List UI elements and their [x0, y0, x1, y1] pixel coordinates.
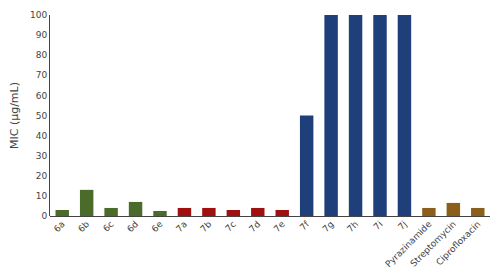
svg-text:7g: 7g: [321, 219, 336, 234]
svg-text:80: 80: [36, 50, 48, 60]
svg-text:7j: 7j: [396, 219, 409, 232]
svg-text:MIC (μg/mL): MIC (μg/mL): [8, 82, 21, 149]
svg-text:7d: 7d: [247, 219, 262, 234]
svg-text:10: 10: [36, 191, 48, 201]
svg-text:60: 60: [36, 91, 48, 101]
svg-text:7i: 7i: [372, 219, 385, 232]
svg-text:100: 100: [30, 10, 47, 20]
svg-text:Ciprofloxacin: Ciprofloxacin: [434, 219, 482, 267]
svg-text:40: 40: [36, 131, 48, 141]
svg-text:7a: 7a: [174, 219, 189, 234]
svg-text:90: 90: [36, 30, 48, 40]
svg-text:50: 50: [36, 111, 48, 121]
svg-text:6a: 6a: [52, 219, 67, 234]
svg-text:0: 0: [41, 211, 47, 221]
svg-text:6b: 6b: [76, 219, 91, 234]
svg-text:Pyrazinamide: Pyrazinamide: [383, 219, 433, 269]
svg-text:7e: 7e: [272, 219, 287, 234]
svg-text:Streptomycin: Streptomycin: [408, 219, 458, 269]
svg-text:6e: 6e: [150, 219, 165, 234]
svg-text:7b: 7b: [198, 219, 213, 234]
svg-text:6c: 6c: [101, 219, 116, 234]
svg-text:70: 70: [36, 70, 48, 80]
svg-text:30: 30: [36, 151, 48, 161]
svg-text:6d: 6d: [125, 219, 140, 234]
svg-text:7f: 7f: [298, 218, 312, 232]
svg-text:7c: 7c: [223, 219, 238, 234]
svg-text:20: 20: [36, 171, 48, 181]
svg-text:7h: 7h: [345, 219, 360, 234]
